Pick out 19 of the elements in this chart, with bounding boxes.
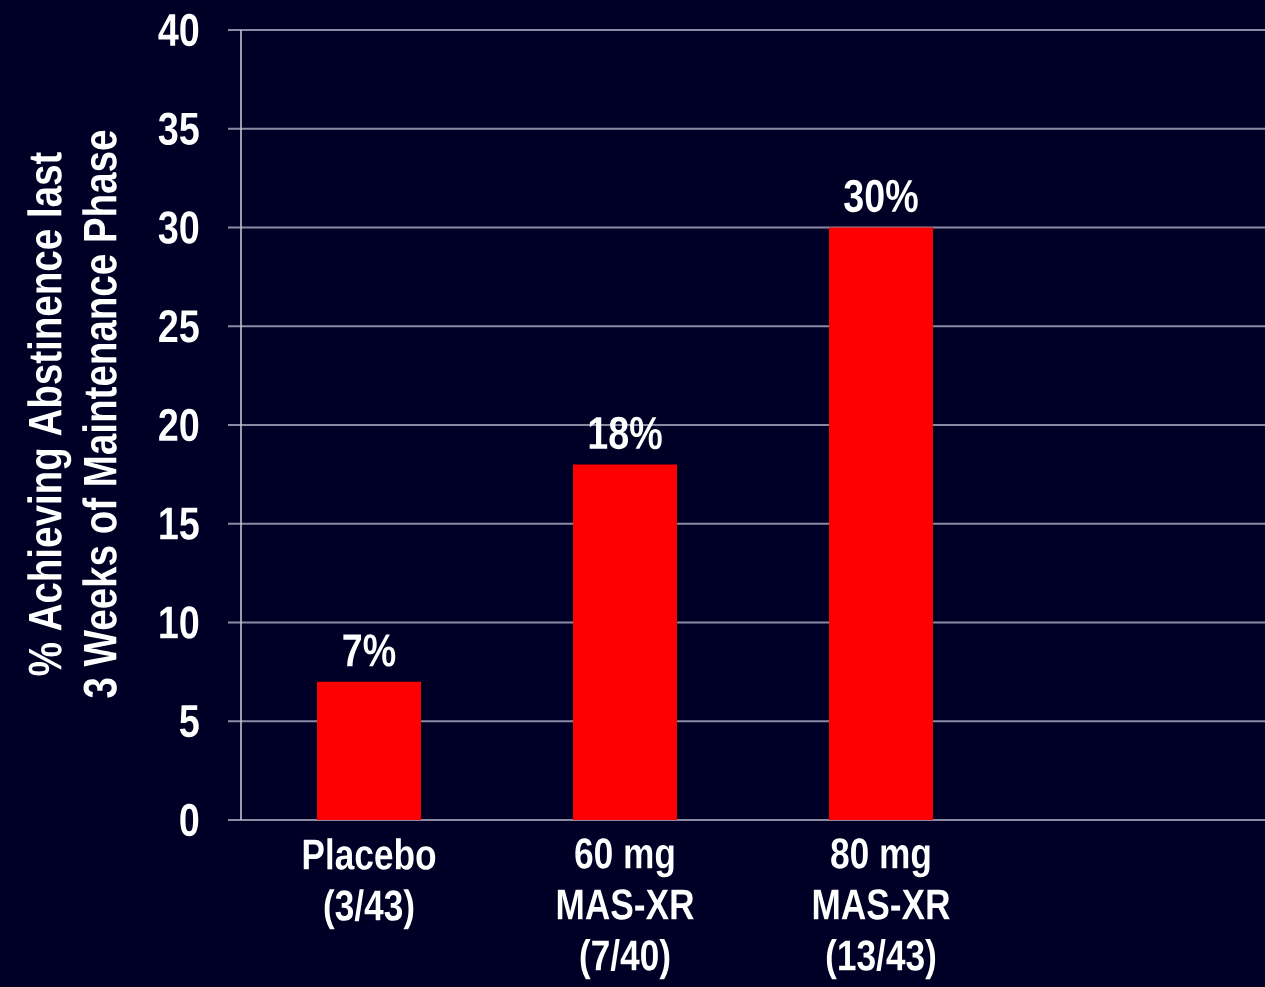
y-tick-label: 30 (158, 211, 199, 244)
x-tick-label: 60 mg MAS-XR (7/40) (557, 838, 694, 980)
y-tick-label: 40 (158, 13, 199, 47)
y-tick-label: 0 (180, 803, 199, 837)
y-axis-title: % Achieving Abstinence last 3 Weeks of Maintenance Phase (27, 130, 117, 698)
y-tick-label: 35 (158, 112, 199, 146)
y-tick-label: 10 (160, 606, 199, 639)
data-label: 18% (589, 416, 662, 450)
x-tick-label: 80 mg MAS-XR (13/43) (813, 838, 950, 980)
x-tick-label: Placebo (3/43) (303, 838, 436, 930)
y-tick-label: 20 (159, 408, 199, 442)
data-label: 7% (343, 634, 396, 667)
y-tick-label: 25 (159, 309, 199, 343)
y-tick-label: 5 (179, 705, 199, 738)
bar (573, 464, 677, 820)
bar (317, 681, 421, 820)
data-label: 30% (844, 179, 918, 213)
y-tick-label: 15 (160, 507, 199, 540)
bar (829, 227, 933, 820)
